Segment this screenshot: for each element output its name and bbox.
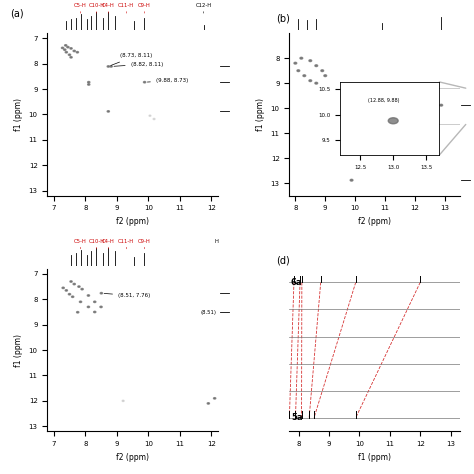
Ellipse shape [153,118,155,119]
Ellipse shape [76,52,79,53]
Ellipse shape [321,70,324,72]
Text: (8.82, 8.11): (8.82, 8.11) [114,62,163,67]
Ellipse shape [207,403,210,404]
Ellipse shape [294,62,297,64]
X-axis label: f2 (ppm): f2 (ppm) [116,453,149,462]
Ellipse shape [68,293,71,295]
Text: 5a: 5a [291,413,302,422]
Ellipse shape [70,48,72,49]
Ellipse shape [88,82,90,83]
Ellipse shape [315,82,318,84]
Y-axis label: f1 (ppm): f1 (ppm) [256,98,265,131]
Text: (b): (b) [276,14,290,24]
Ellipse shape [110,66,112,67]
Ellipse shape [324,75,327,77]
Ellipse shape [65,290,67,291]
Ellipse shape [94,301,96,302]
Ellipse shape [300,57,303,59]
Ellipse shape [77,311,79,313]
Ellipse shape [309,80,311,82]
Text: (8.51, 7.76): (8.51, 7.76) [104,293,150,298]
Text: 6a: 6a [291,278,302,287]
Ellipse shape [64,49,66,50]
Ellipse shape [80,301,82,302]
X-axis label: f1 (ppm): f1 (ppm) [358,453,391,462]
Ellipse shape [440,104,443,106]
Ellipse shape [68,54,71,55]
Ellipse shape [67,46,69,48]
Ellipse shape [64,45,67,46]
Bar [421,88,466,125]
Ellipse shape [303,75,306,77]
Ellipse shape [87,306,90,308]
X-axis label: f2 (ppm): f2 (ppm) [358,217,391,226]
Ellipse shape [62,47,64,49]
Ellipse shape [100,292,102,294]
Ellipse shape [88,84,90,85]
Ellipse shape [70,56,72,58]
Ellipse shape [122,400,124,401]
Ellipse shape [107,111,109,112]
Ellipse shape [309,60,311,62]
Ellipse shape [73,283,75,285]
Ellipse shape [315,65,318,66]
Ellipse shape [72,296,74,298]
X-axis label: f2 (ppm): f2 (ppm) [116,217,149,226]
Text: (12.88, 9.88): (12.88, 9.88) [388,91,438,104]
Ellipse shape [100,306,102,308]
Ellipse shape [214,398,216,399]
Text: (d): (d) [276,256,290,266]
Ellipse shape [62,287,64,289]
Ellipse shape [87,295,90,296]
Text: (9.88, 8.73): (9.88, 8.73) [147,78,188,83]
Ellipse shape [107,66,109,67]
Text: (8.73, 8.11): (8.73, 8.11) [111,53,152,65]
Ellipse shape [149,115,151,116]
Ellipse shape [73,50,75,52]
Ellipse shape [70,281,72,282]
Ellipse shape [94,311,96,313]
Text: (8.51): (8.51) [200,310,216,315]
Ellipse shape [144,82,146,83]
Text: (a): (a) [10,9,24,19]
Y-axis label: f1 (ppm): f1 (ppm) [14,334,23,366]
Ellipse shape [78,286,80,287]
Ellipse shape [65,52,67,53]
Ellipse shape [297,70,300,72]
Ellipse shape [350,179,353,181]
Y-axis label: f1 (ppm): f1 (ppm) [14,98,23,131]
Ellipse shape [81,289,83,290]
